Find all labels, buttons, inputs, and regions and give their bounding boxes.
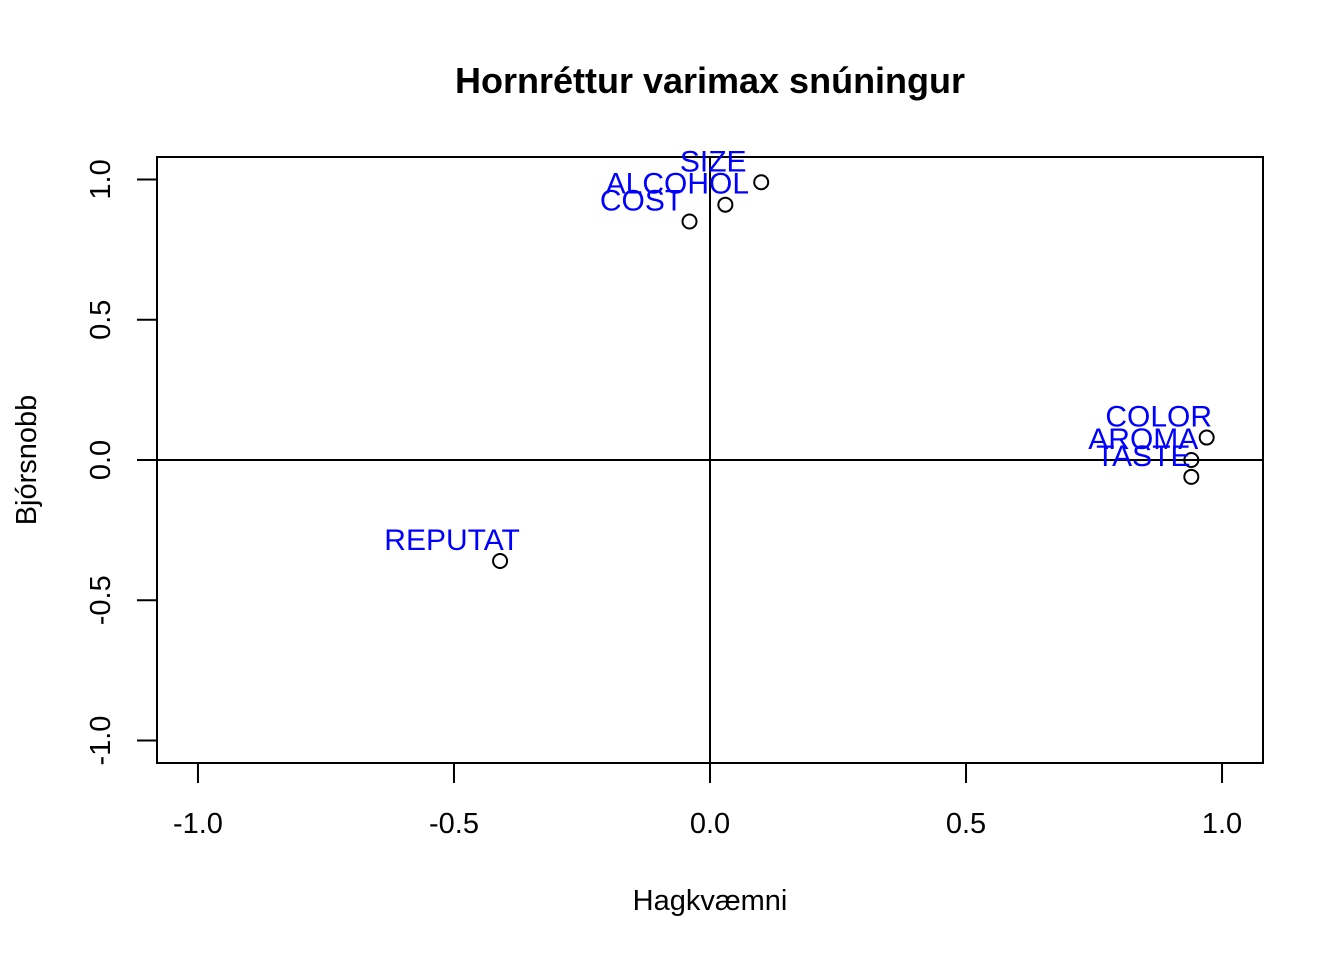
point-label: COLOR xyxy=(1105,401,1212,434)
y-axis-label: Bjórsnobb xyxy=(11,395,43,526)
x-tick-label: 0.0 xyxy=(690,808,730,840)
y-tick-label: -0.5 xyxy=(85,575,117,625)
point-label: REPUTAT xyxy=(384,524,520,557)
data-point xyxy=(492,553,509,569)
data-point xyxy=(753,174,770,191)
point-label: TASTE xyxy=(1096,440,1190,473)
x-axis: -1.0 -0.5 0.0 0.5 1.0 xyxy=(173,762,1242,840)
y-tick-label: 0.0 xyxy=(85,440,117,480)
y-tick-label: 1.0 xyxy=(85,159,117,199)
data-point xyxy=(681,213,698,230)
y-tick-label: -1.0 xyxy=(85,716,117,766)
reference-lines xyxy=(157,157,1263,763)
data-point xyxy=(1183,468,1200,485)
point-label: SIZE xyxy=(680,145,747,178)
data-points xyxy=(492,174,1215,569)
data-point xyxy=(1198,429,1215,446)
chart-title: Hornréttur varimax snúningur xyxy=(455,60,965,101)
y-axis: -1.0 -0.5 0.0 0.5 1.0 xyxy=(85,159,158,766)
point-label: COST xyxy=(600,185,683,218)
point-label: ALCOHOL xyxy=(606,168,749,201)
data-point xyxy=(717,196,734,213)
x-axis-label: Hagkvæmni xyxy=(633,885,788,917)
x-tick-label: -0.5 xyxy=(429,808,479,840)
x-tick-label: 0.5 xyxy=(946,808,986,840)
x-tick-label: -1.0 xyxy=(173,808,223,840)
point-label: AROMA xyxy=(1088,423,1198,456)
y-tick-label: 0.5 xyxy=(85,300,117,340)
data-point xyxy=(1183,452,1200,468)
x-tick-label: 1.0 xyxy=(1202,808,1242,840)
